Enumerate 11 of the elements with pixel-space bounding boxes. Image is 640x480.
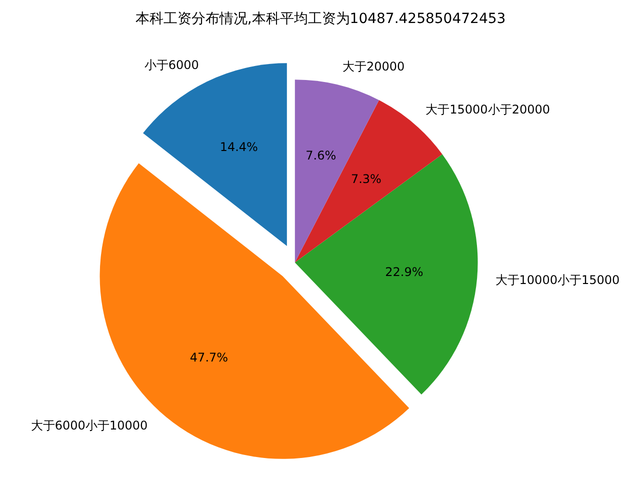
- slice-label: 大于20000: [342, 60, 405, 74]
- chart-title: 本科工资分布情况,本科平均工资为10487.425850472453: [135, 10, 506, 27]
- slice-label: 大于6000小于10000: [30, 418, 148, 432]
- data-label: 47.7%: [190, 350, 228, 365]
- data-label: 7.6%: [306, 148, 336, 163]
- data-label: 22.9%: [385, 264, 424, 279]
- slice-label: 大于15000小于20000: [426, 102, 550, 116]
- data-label: 14.4%: [220, 140, 258, 154]
- slice-label: 大于10000小于15000: [495, 272, 620, 287]
- data-label: 7.3%: [350, 172, 382, 186]
- slice-label: 小于6000: [144, 58, 199, 72]
